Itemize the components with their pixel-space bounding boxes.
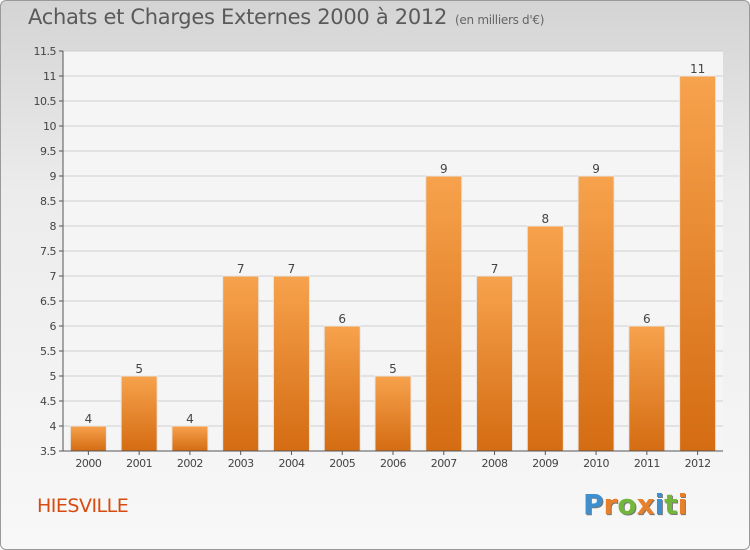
y-tick-label: 4 xyxy=(50,420,57,433)
data-label: 4 xyxy=(186,412,194,426)
y-tick-label: 3.5 xyxy=(40,445,56,458)
data-label: 6 xyxy=(338,312,346,326)
bar xyxy=(425,175,463,452)
data-label: 4 xyxy=(85,412,93,426)
logo-letter: i xyxy=(654,488,665,521)
data-label: 9 xyxy=(440,162,448,176)
bar xyxy=(526,225,564,452)
unit-label: (en milliers d'€) xyxy=(455,13,545,27)
bar xyxy=(171,425,209,452)
y-tick-label: 7 xyxy=(50,270,57,283)
bar xyxy=(476,275,514,452)
x-tick-label: 2008 xyxy=(482,457,508,470)
x-tick-label: 2005 xyxy=(329,457,355,470)
data-label: 7 xyxy=(237,262,245,276)
bar xyxy=(222,275,260,452)
x-tick-label: 2003 xyxy=(228,457,254,470)
y-tick-label: 6.5 xyxy=(40,295,56,308)
y-tick-label: 9 xyxy=(50,170,57,183)
x-tick-label: 2006 xyxy=(380,457,406,470)
x-tick-label: 2012 xyxy=(685,457,711,470)
axes: 3.5 4 4.5 5 5.5 6 6.5 7 7.5 8 8.5 9 9.5 10 10.5 11 11.5 2… xyxy=(34,45,723,470)
data-label: 5 xyxy=(389,362,397,376)
x-tick-label: 2011 xyxy=(634,457,660,470)
logo-letter: P xyxy=(583,488,604,521)
data-label: 6 xyxy=(643,312,651,326)
y-tick-label: 8 xyxy=(50,220,57,233)
bar xyxy=(577,175,615,452)
x-tick-label: 2000 xyxy=(75,457,101,470)
y-tick-label: 8.5 xyxy=(40,195,56,208)
x-tick-label: 2009 xyxy=(532,457,558,470)
x-tick-label: 2001 xyxy=(126,457,152,470)
data-label: 5 xyxy=(135,362,143,376)
logo-letter: i xyxy=(677,488,688,521)
y-tick-label: 7.5 xyxy=(40,245,56,258)
logo-letter: o xyxy=(617,488,637,521)
y-tick-label: 9.5 xyxy=(40,145,56,158)
x-tick-label: 2002 xyxy=(177,457,203,470)
bar xyxy=(374,375,412,452)
data-label: 11 xyxy=(690,62,705,76)
data-label: 8 xyxy=(541,212,549,226)
town-name: HIESVILLE xyxy=(37,495,129,517)
bar xyxy=(120,375,158,452)
y-tick-label: 4.5 xyxy=(40,395,56,408)
chart-title: Achats et Charges Externes 2000 à 2012 (e… xyxy=(28,5,544,29)
bar xyxy=(69,425,107,452)
logo-letter: x xyxy=(636,488,655,521)
x-tick-label: 2004 xyxy=(278,457,304,470)
y-tick-label: 11 xyxy=(43,70,56,83)
proxiti-logo[interactable]: Proxiti xyxy=(583,488,687,521)
bar xyxy=(323,325,361,452)
y-tick-label: 11.5 xyxy=(34,45,57,58)
logo-letter: t xyxy=(664,488,678,521)
data-label: 9 xyxy=(592,162,600,176)
data-label: 7 xyxy=(491,262,499,276)
title-text: Achats et Charges Externes 2000 à 2012 xyxy=(28,5,448,29)
y-tick-label: 5 xyxy=(50,370,57,383)
y-tick-label: 10 xyxy=(43,120,56,133)
x-tick-label: 2007 xyxy=(431,457,457,470)
bar xyxy=(272,275,310,452)
y-tick-label: 10.5 xyxy=(34,95,57,108)
y-tick-label: 5.5 xyxy=(40,345,56,358)
bar xyxy=(628,325,666,452)
bar xyxy=(679,75,717,452)
y-tick-label: 6 xyxy=(50,320,57,333)
data-label: 7 xyxy=(288,262,296,276)
bars: 4 5 4 7 7 6 5 9 7 8 9 6 11 xyxy=(69,62,717,452)
logo-letter: r xyxy=(603,488,618,521)
x-tick-label: 2010 xyxy=(583,457,609,470)
